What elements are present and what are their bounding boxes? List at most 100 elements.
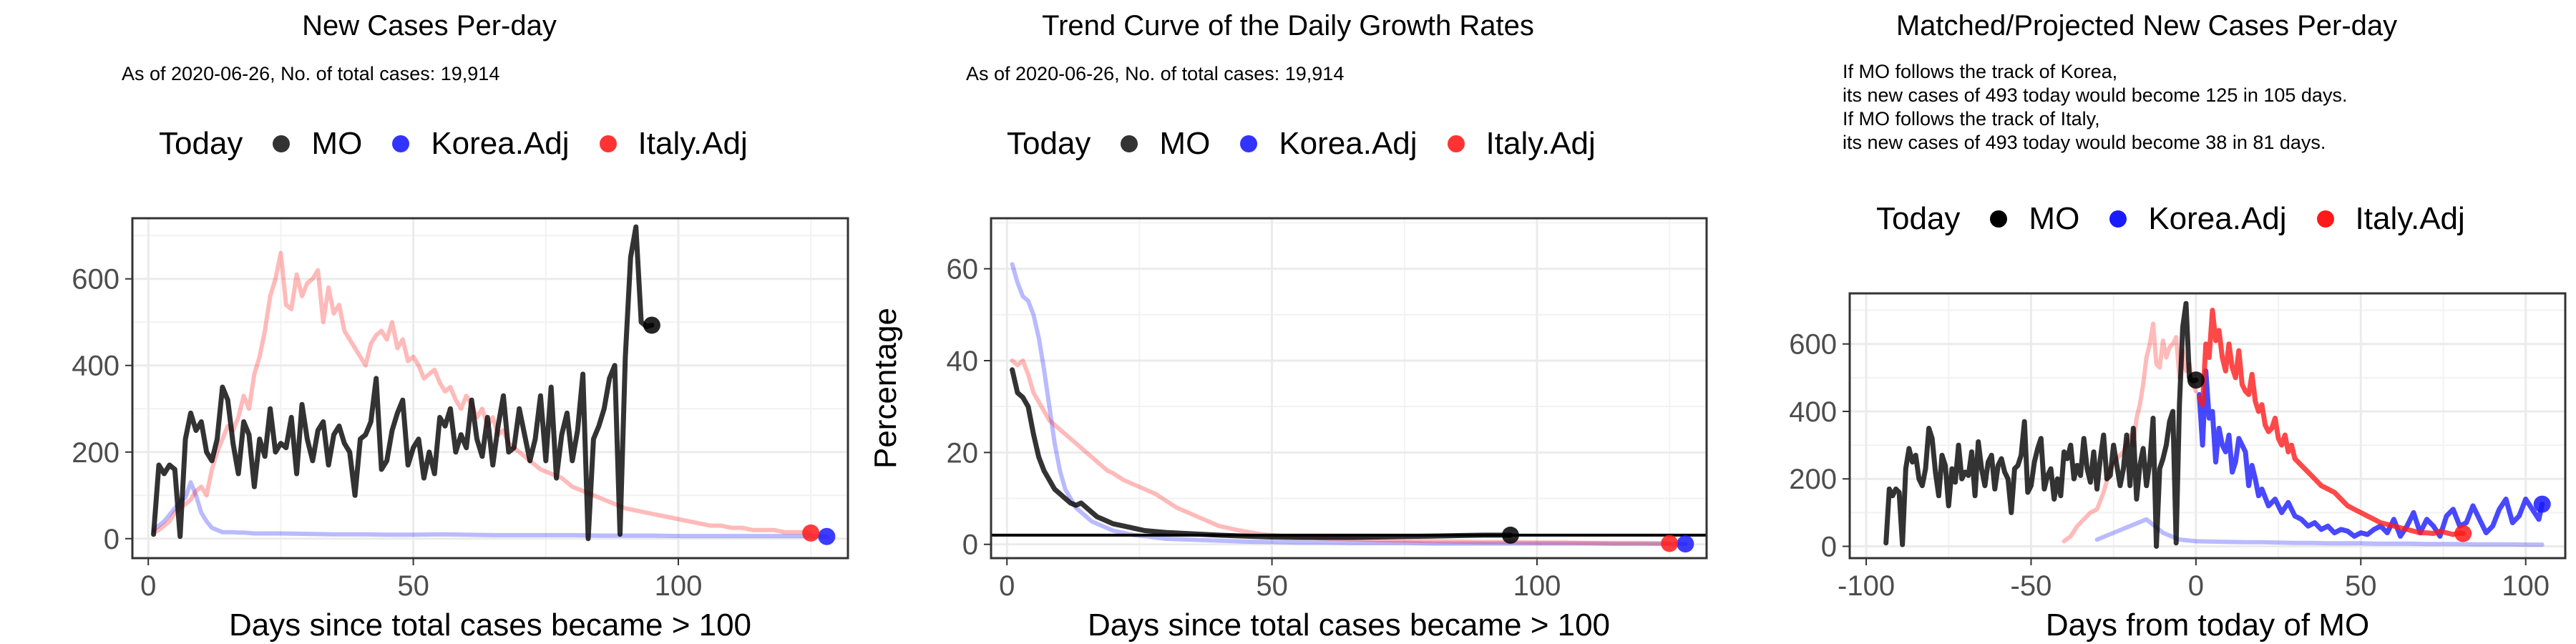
- legend-dot-icon: [1121, 135, 1138, 152]
- legend-dot-icon: [2109, 210, 2127, 228]
- legend: Today MO Korea.Adj Italy.Adj: [1876, 201, 2495, 237]
- x-tick-label: 0: [140, 570, 156, 602]
- legend-dot-icon: [1240, 135, 1258, 152]
- legend-title: Today: [1007, 126, 1091, 161]
- y-tick-label: 200: [72, 437, 119, 469]
- legend-label: Korea.Adj: [1279, 126, 1418, 161]
- y-tick-label: 60: [947, 254, 979, 286]
- legend-item-mo: MO: [1121, 126, 1210, 162]
- legend-dot-icon: [1990, 210, 2008, 228]
- today-marker-korea-adj: [1677, 535, 1694, 553]
- y-tick-label: 0: [962, 530, 978, 561]
- x-axis-title: Days since total cases became > 100: [1088, 608, 1610, 643]
- series-line-korea-adj: [151, 480, 829, 539]
- legend-item-italy: Italy.Adj: [2316, 201, 2465, 237]
- note-line: If MO follows the track of Korea,: [1843, 61, 2118, 82]
- legend-item-korea: Korea.Adj: [2109, 201, 2287, 237]
- panel-notes: If MO follows the track of Korea, its ne…: [1843, 60, 2347, 155]
- legend-item-mo: MO: [1990, 201, 2079, 237]
- y-axis-title: Percentage: [868, 308, 903, 469]
- legend-label: Italy.Adj: [638, 126, 748, 161]
- plot-border: [1848, 292, 2567, 560]
- legend-dot-icon: [392, 135, 410, 152]
- panel-subtitle: As of 2020-06-26, No. of total cases: 19…: [966, 63, 1345, 84]
- legend-dot-icon: [273, 135, 291, 152]
- legend-item-italy: Italy.Adj: [599, 126, 748, 162]
- plot-border: [990, 217, 1708, 560]
- series-line-italy-adj: [151, 250, 814, 535]
- legend-label: MO: [2029, 201, 2080, 236]
- x-tick-label: -100: [1838, 570, 1895, 602]
- series-line-italy-adj: [1010, 358, 1672, 546]
- today-marker-italy-adj: [1661, 535, 1679, 552]
- x-tick-label: 50: [1256, 570, 1288, 602]
- legend-label: MO: [311, 126, 363, 161]
- legend: Today MO Korea.Adj Italy.Adj: [159, 126, 778, 162]
- panel-projected-cases: Matched/Projected New Cases Per-day If M…: [1717, 0, 2576, 644]
- series-line-mo: [1883, 301, 2199, 549]
- x-axis-title: Days from today of MO: [2046, 608, 2369, 643]
- panel-growth-rates: Trend Curve of the Daily Growth Rates As…: [859, 0, 1717, 644]
- legend-item-mo: MO: [273, 126, 362, 162]
- today-marker-mo: [643, 316, 660, 334]
- legend-item-korea: Korea.Adj: [1240, 126, 1418, 162]
- plot-area: [151, 224, 829, 542]
- panel-new-cases: New Cases Per-day As of 2020-06-26, No. …: [0, 0, 859, 644]
- x-tick-label: -50: [2011, 570, 2052, 602]
- y-tick-label: 40: [947, 346, 979, 377]
- y-tick-label: 20: [947, 437, 979, 469]
- plot-border: [131, 217, 849, 560]
- series-line-korea-adj: [2094, 517, 2545, 547]
- series-line-mo: [1010, 367, 1513, 540]
- today-marker-mo: [1501, 526, 1519, 544]
- today-marker-italy-adj: [2454, 525, 2472, 542]
- y-tick-label: 600: [72, 264, 119, 296]
- x-tick-label: 100: [1513, 570, 1561, 602]
- legend-dot-icon: [2316, 210, 2334, 228]
- legend-label: MO: [1159, 126, 1211, 161]
- legend-label: Korea.Adj: [431, 126, 570, 161]
- x-axis-title: Days since total cases became > 100: [229, 608, 751, 643]
- y-tick-label: 200: [1789, 464, 1837, 495]
- today-marker-korea-adj: [818, 527, 836, 545]
- growth-rate-chart: 0 50 100 0 20 40 60 Days since total cases beca…: [868, 217, 1708, 643]
- legend-dot-icon: [599, 135, 617, 152]
- note-line: If MO follows the track of Italy,: [1843, 108, 2100, 130]
- plot-area: [1010, 262, 1688, 547]
- series-line-italy-adj: [2197, 308, 2466, 537]
- new-cases-chart: 0 50 100 0 200 400 600 Days since total cases b…: [72, 217, 849, 643]
- legend-label: Italy.Adj: [1485, 126, 1596, 161]
- panel-subtitle: As of 2020-06-26, No. of total cases: 19…: [122, 63, 500, 84]
- legend-item-korea: Korea.Adj: [392, 126, 570, 162]
- projected-cases-chart: -100 -50 0 50 100 0 200 400 600 Days from today o…: [1789, 292, 2567, 643]
- y-tick-label: 400: [1789, 396, 1837, 428]
- legend: Today MO Korea.Adj Italy.Adj: [1007, 126, 1626, 162]
- series-line-mo: [151, 224, 655, 542]
- legend-label: Korea.Adj: [2148, 201, 2287, 236]
- x-tick-label: 100: [2502, 570, 2550, 602]
- legend-label: Italy.Adj: [2355, 201, 2465, 236]
- panel-title: Trend Curve of the Daily Growth Rates: [1042, 10, 1534, 42]
- x-tick-label: 50: [2345, 570, 2377, 602]
- note-line: its new cases of 493 today would become …: [1843, 84, 2348, 106]
- y-tick-label: 400: [72, 351, 119, 382]
- y-tick-label: 600: [1789, 329, 1837, 361]
- x-tick-label: 50: [397, 570, 429, 602]
- note-line: its new cases of 493 today would become …: [1843, 132, 2326, 153]
- x-tick-label: 100: [655, 570, 703, 602]
- legend-item-italy: Italy.Adj: [1447, 126, 1596, 162]
- series-line-korea-adj: [1010, 262, 1688, 547]
- panel-title: Matched/Projected New Cases Per-day: [1896, 10, 2398, 42]
- today-marker-italy-adj: [802, 524, 820, 542]
- today-marker-korea-adj: [2533, 495, 2551, 513]
- today-marker-mo: [2187, 371, 2205, 389]
- legend-title: Today: [159, 126, 243, 161]
- panel-title: New Cases Per-day: [302, 10, 557, 42]
- x-tick-label: 0: [2188, 570, 2204, 602]
- y-tick-label: 0: [104, 524, 119, 555]
- legend-dot-icon: [1447, 135, 1465, 152]
- x-tick-label: 0: [999, 570, 1015, 602]
- y-tick-label: 0: [1821, 532, 1837, 563]
- series-line-korea-adj: [2197, 368, 2545, 539]
- legend-title: Today: [1876, 201, 1961, 236]
